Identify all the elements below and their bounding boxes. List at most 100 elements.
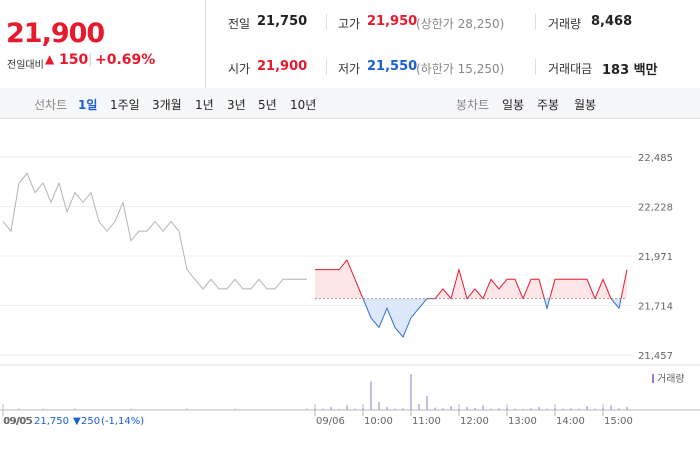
- change-label: 전일대비: [7, 60, 44, 71]
- info-note: (상한가 28,250): [416, 17, 505, 31]
- info-label: 거래량: [548, 17, 582, 31]
- x-tick-label: 09/05: [3, 416, 32, 427]
- volume-bar: [514, 408, 516, 410]
- volume-bar: [418, 404, 420, 410]
- volume-bar: [554, 408, 556, 410]
- volume-bar: [114, 408, 116, 410]
- volume-bar: [2, 408, 4, 410]
- volume-bar: [138, 409, 140, 410]
- volume-bar: [354, 408, 356, 410]
- y-tick-label: 21,714: [638, 302, 673, 313]
- volume-bar: [498, 408, 500, 410]
- volume-bar: [298, 409, 300, 410]
- volume-bar: [530, 408, 532, 410]
- volume-bar: [450, 406, 452, 410]
- footer-change: 250: [81, 416, 100, 427]
- volume-bar: [154, 408, 156, 410]
- volume-bar: [602, 407, 604, 410]
- volume-bar: [202, 409, 204, 410]
- volume-bar: [562, 408, 564, 410]
- volume-bar: [594, 408, 596, 410]
- volume-bar: [90, 408, 92, 410]
- volume-bar: [378, 402, 380, 410]
- volume-bar: [578, 408, 580, 410]
- volume-bar: [290, 409, 292, 410]
- volume-bar: [410, 374, 412, 410]
- x-tick-label: 09/06: [316, 416, 345, 427]
- volume-bar: [106, 409, 108, 410]
- volume-bar: [26, 408, 28, 410]
- change: 150: [59, 52, 89, 68]
- info-value: 21,950: [367, 14, 418, 29]
- divider: [205, 0, 206, 88]
- volume-bar: [130, 408, 132, 410]
- info-label: 거래대금: [548, 62, 593, 76]
- volume-bar: [618, 408, 620, 410]
- volume-bar: [362, 408, 364, 410]
- x-tick-label: 15:00: [604, 416, 633, 427]
- price-line-up: [315, 259, 628, 299]
- tab[interactable]: 1년: [195, 98, 214, 112]
- tab[interactable]: 1주일: [110, 98, 140, 112]
- info-value: 21,750: [257, 14, 308, 29]
- volume-bar: [162, 409, 164, 410]
- volume-bar: [442, 408, 444, 410]
- volume-bar: [386, 406, 388, 410]
- area-down: [363, 298, 622, 338]
- x-tick-label: 12:00: [460, 416, 489, 427]
- tab[interactable]: 3개월: [152, 98, 182, 112]
- volume-bar: [234, 408, 236, 410]
- tab[interactable]: 월봉: [574, 98, 597, 112]
- volume-bar: [258, 408, 260, 410]
- volume-bar: [402, 408, 404, 410]
- change-pct: +0.69%: [95, 52, 156, 68]
- volume-bar: [58, 408, 60, 410]
- tab[interactable]: 주봉: [537, 98, 560, 112]
- volume-bar: [506, 407, 508, 410]
- y-tick-label: 22,485: [638, 153, 673, 164]
- info-value: 21,550: [367, 59, 418, 74]
- info-value: 21,900: [257, 59, 308, 74]
- info-label: 고가: [338, 17, 361, 31]
- x-tick-label: 13:00: [508, 416, 537, 427]
- y-tick-label: 22,228: [638, 203, 673, 214]
- volume-bar: [522, 409, 524, 410]
- volume-bar: [274, 409, 276, 410]
- volume-bar: [610, 405, 612, 410]
- volume-bar: [146, 409, 148, 410]
- volume-bar: [490, 408, 492, 410]
- footer-price: 21,750: [34, 416, 69, 427]
- volume-bar: [226, 409, 228, 410]
- x-tick-label: 10:00: [364, 416, 393, 427]
- tab[interactable]: 1일: [78, 98, 98, 112]
- price-line-down: [362, 298, 622, 339]
- volume-bar: [194, 408, 196, 410]
- tab[interactable]: 5년: [258, 98, 277, 112]
- volume-bar: [10, 409, 12, 410]
- volume-bar: [266, 409, 268, 410]
- volume-bar: [338, 409, 340, 410]
- down-icon: ▼: [73, 416, 81, 427]
- tab[interactable]: 10년: [290, 98, 317, 112]
- footer-date: 09/05: [4, 416, 33, 427]
- volume-bar: [282, 408, 284, 410]
- divider: [326, 59, 327, 75]
- tab-group-label: 선차트: [34, 98, 68, 112]
- volume-bar: [426, 396, 428, 410]
- volume-bar: [82, 409, 84, 410]
- tab[interactable]: 3년: [227, 98, 246, 112]
- volume-bar: [178, 409, 180, 410]
- tab[interactable]: 일봉: [502, 98, 525, 112]
- volume-bar: [42, 408, 44, 410]
- volume-bar: [210, 409, 212, 410]
- price-line: [2, 172, 307, 290]
- info-note: (하한가 15,250): [416, 62, 505, 76]
- volume-bar: [242, 409, 244, 410]
- volume-bar: [170, 408, 172, 410]
- up-icon: ▲: [45, 52, 55, 66]
- volume-bar: [314, 408, 316, 410]
- volume-bar: [186, 408, 188, 410]
- volume-bar: [330, 406, 332, 410]
